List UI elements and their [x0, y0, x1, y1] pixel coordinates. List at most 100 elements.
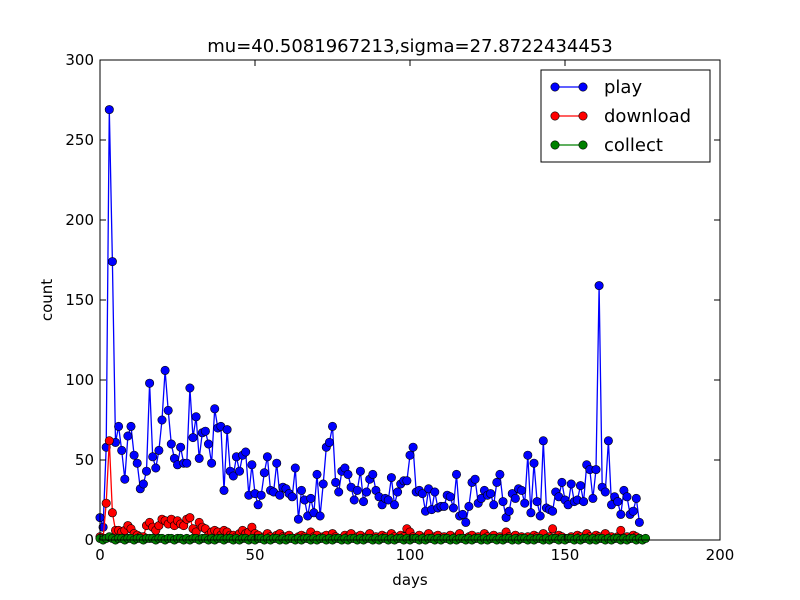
- data-point-play: [588, 493, 598, 503]
- data-point-play: [510, 493, 520, 503]
- data-point-play: [327, 421, 337, 431]
- data-point-play: [405, 450, 415, 460]
- data-point-play: [504, 506, 514, 516]
- data-point-play: [194, 453, 204, 463]
- data-point-play: [204, 439, 214, 449]
- data-point-play: [616, 509, 626, 519]
- data-point-play: [185, 383, 195, 393]
- y-tick-label: 250: [65, 131, 94, 149]
- data-point-download: [101, 498, 111, 508]
- data-point-play: [247, 460, 257, 470]
- data-point-play: [228, 471, 238, 481]
- data-point-play: [145, 378, 155, 388]
- data-point-play: [235, 466, 245, 476]
- data-point-play: [352, 485, 362, 495]
- data-point-play: [324, 437, 334, 447]
- data-point-play: [306, 493, 316, 503]
- data-point-play: [634, 517, 644, 527]
- data-point-play: [383, 495, 393, 505]
- data-point-play: [579, 497, 589, 507]
- data-point-play: [166, 439, 176, 449]
- data-point-play: [210, 404, 220, 414]
- data-point-collect: [641, 533, 651, 543]
- data-point-play: [272, 458, 282, 468]
- data-point-play: [492, 477, 502, 487]
- data-point-play: [151, 463, 161, 473]
- data-point-play: [358, 497, 368, 507]
- data-point-play: [498, 497, 508, 507]
- chart-title: mu=40.5081967213,sigma=27.8722434453: [207, 36, 613, 57]
- legend-label: collect: [604, 135, 663, 156]
- data-point-play: [486, 489, 496, 499]
- legend-item-download: download: [550, 106, 691, 127]
- data-point-play: [126, 421, 136, 431]
- data-point-play: [520, 498, 530, 508]
- y-tick-label: 150: [65, 291, 94, 309]
- legend-item-play: play: [550, 77, 642, 98]
- data-point-download: [548, 524, 558, 534]
- data-point-play: [628, 506, 638, 516]
- x-tick-label: 150: [551, 546, 580, 564]
- y-tick-label: 0: [84, 531, 94, 549]
- data-point-play: [451, 469, 461, 479]
- y-tick-label: 50: [75, 451, 94, 469]
- data-point-play: [188, 433, 198, 443]
- data-point-play: [517, 485, 527, 495]
- data-point-play: [591, 465, 601, 475]
- data-point-play: [222, 425, 232, 435]
- data-point-play: [532, 497, 542, 507]
- data-point-play: [489, 500, 499, 510]
- data-point-play: [566, 479, 576, 489]
- data-point-play: [575, 481, 585, 491]
- y-axis-label: count: [38, 279, 56, 321]
- data-point-play: [458, 509, 468, 519]
- data-point-download: [107, 508, 117, 518]
- data-point-play: [343, 469, 353, 479]
- data-point-play: [259, 468, 269, 478]
- legend: play download collect: [540, 69, 711, 163]
- data-point-play: [293, 514, 303, 524]
- legend-marker: [578, 140, 588, 150]
- data-point-play: [439, 501, 449, 511]
- legend-item-collect: collect: [550, 135, 663, 156]
- data-point-play: [129, 450, 139, 460]
- series-play: [95, 105, 644, 532]
- data-point-play: [355, 466, 365, 476]
- data-point-play: [191, 412, 201, 422]
- data-point-play: [613, 497, 623, 507]
- data-point-play: [262, 452, 272, 462]
- data-point-play: [448, 503, 458, 513]
- data-point-play: [600, 487, 610, 497]
- data-point-play: [603, 436, 613, 446]
- data-point-play: [631, 493, 641, 503]
- legend-marker: [578, 111, 588, 121]
- data-point-play: [287, 492, 297, 502]
- x-tick-label: 200: [706, 546, 735, 564]
- data-point-play: [349, 495, 359, 505]
- data-point-play: [104, 105, 114, 115]
- data-point-download: [185, 513, 195, 523]
- data-point-play: [430, 487, 440, 497]
- data-point-play: [176, 442, 186, 452]
- data-point-play: [182, 458, 192, 468]
- x-tick-label: 0: [95, 546, 105, 564]
- data-point-play: [290, 463, 300, 473]
- data-point-play: [296, 485, 306, 495]
- data-point-play: [154, 445, 164, 455]
- data-point-play: [386, 473, 396, 483]
- data-point-play: [389, 500, 399, 510]
- data-point-play: [315, 511, 325, 521]
- data-point-play: [368, 469, 378, 479]
- x-axis-label: days: [392, 571, 428, 589]
- legend-label: download: [604, 106, 691, 127]
- data-point-play: [157, 415, 167, 425]
- data-point-play: [445, 492, 455, 502]
- data-point-download: [104, 436, 114, 446]
- data-point-play: [142, 466, 152, 476]
- data-point-play: [393, 487, 403, 497]
- data-point-play: [523, 450, 533, 460]
- data-point-play: [275, 490, 285, 500]
- data-point-play: [535, 511, 545, 521]
- data-point-play: [120, 474, 130, 484]
- data-point-play: [548, 506, 558, 516]
